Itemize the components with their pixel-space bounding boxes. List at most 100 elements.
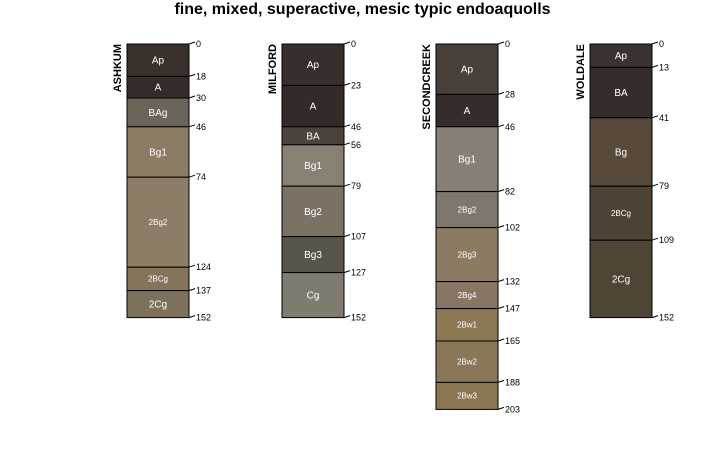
profile-name: SECONDCREEK (421, 44, 433, 130)
horizon-bg3 (281, 236, 345, 274)
horizon-label: Bg3 (304, 250, 322, 261)
depth-tick (188, 264, 196, 268)
depth-tick (497, 225, 505, 229)
horizon-label: BAg (149, 108, 168, 119)
depth-tick (343, 82, 351, 86)
depth-tick (497, 279, 505, 283)
depth-tick (497, 306, 505, 310)
horizon-label: Bg1 (458, 155, 476, 166)
horizon-label: Ap (307, 60, 320, 71)
depth-tick (497, 338, 505, 342)
horizon-label: BA (614, 88, 628, 99)
horizon-a (435, 93, 499, 128)
depth-tick (651, 64, 659, 68)
depth-label: 28 (505, 89, 515, 99)
depth-label: 0 (196, 39, 201, 49)
depth-tick (343, 315, 351, 319)
depth-tick (188, 73, 196, 77)
horizon-label: A (155, 83, 162, 94)
horizon-2bg3 (435, 227, 499, 283)
soil-profile-ashkum: Ap A BAg Bg1 2Bg2 2BCg 2Cg 0 18 30 46 74 124 137 152 AS… (112, 39, 211, 323)
depth-tick (188, 174, 196, 178)
horizon-2bw3 (435, 381, 499, 410)
horizon-bg1 (435, 126, 499, 193)
horizon-bg (589, 117, 653, 187)
horizon-label: 2Bw3 (457, 392, 478, 401)
depth-tick (343, 234, 351, 238)
depth-tick (497, 379, 505, 383)
depth-tick (651, 237, 659, 241)
horizon-label: 2Bw1 (457, 321, 478, 330)
horizon-2bcg (589, 185, 653, 241)
horizon-label: BA (306, 131, 320, 142)
depth-tick (343, 142, 351, 146)
depth-label: 46 (351, 122, 361, 132)
horizon-label: Cg (307, 291, 320, 302)
soil-profile-secondcreek: Ap A Bg1 2Bg2 2Bg3 2Bg4 2Bw1 2Bw2 2Bw3 0 28 46 82 102… (421, 39, 520, 414)
horizon-2bw1 (435, 308, 499, 342)
depth-label: 152 (351, 313, 366, 323)
horizon-label: A (310, 102, 317, 113)
horizon-label: Bg2 (304, 207, 322, 218)
depth-tick (497, 41, 505, 45)
profile-name: MILFORD (267, 44, 279, 94)
depth-tick (651, 115, 659, 119)
depth-tick (497, 91, 505, 95)
horizon-label: Ap (615, 51, 628, 62)
depth-tick (343, 183, 351, 187)
depth-label: 30 (196, 93, 206, 103)
horizon-label: 2Cg (612, 274, 630, 285)
depth-label: 127 (351, 268, 366, 278)
horizon-label: Ap (152, 56, 165, 67)
depth-label: 18 (196, 71, 206, 81)
figure-title: fine, mixed, superactive, mesic typic en… (174, 1, 551, 18)
depth-tick (188, 41, 196, 45)
depth-label: 74 (196, 172, 206, 182)
depth-label: 79 (659, 181, 669, 191)
depth-label: 152 (659, 313, 674, 323)
depth-label: 46 (505, 122, 515, 132)
depth-label: 147 (505, 304, 520, 314)
profile-name: WOLDALE (575, 44, 587, 100)
horizon-2bg2 (435, 191, 499, 229)
depth-label: 56 (351, 140, 361, 150)
depth-label: 152 (196, 313, 211, 323)
depth-tick (497, 406, 505, 410)
horizon-label: 2Cg (149, 300, 167, 311)
depth-tick (651, 41, 659, 45)
horizon-2cg (126, 290, 190, 319)
soil-profile-milford: Ap A BA Bg1 Bg2 Bg3 Cg 0 23 46 56 79 107 127 152 MILFOR… (267, 39, 366, 323)
depth-label: 0 (505, 39, 510, 49)
depth-tick (188, 124, 196, 128)
depth-label: 137 (196, 286, 211, 296)
depth-label: 203 (505, 404, 520, 414)
horizon-label: 2Bg2 (458, 205, 477, 214)
depth-label: 107 (351, 232, 366, 242)
depth-label: 188 (505, 377, 520, 387)
horizon-label: Ap (461, 65, 474, 76)
depth-tick (497, 124, 505, 128)
horizon-cg (281, 272, 345, 319)
horizon-bg2 (281, 185, 345, 238)
depth-tick (343, 270, 351, 274)
horizon-ap (435, 43, 499, 95)
horizon-label: 2BCg (611, 209, 631, 218)
depth-label: 46 (196, 122, 206, 132)
depth-tick (188, 315, 196, 319)
depth-label: 13 (659, 62, 669, 72)
horizon-2bw2 (435, 340, 499, 383)
depth-label: 0 (351, 39, 356, 49)
depth-tick (343, 41, 351, 45)
depth-tick (651, 315, 659, 319)
horizon-2cg (589, 239, 653, 319)
horizon-label: 2Bg3 (458, 250, 477, 259)
soil-profile-woldale: Ap BA Bg 2BCg 2Cg 0 13 41 79 109 152 WOLDALE (575, 39, 674, 323)
horizon-ap (126, 43, 190, 77)
horizon-label: 2BCg (148, 275, 168, 284)
depth-label: 124 (196, 262, 211, 272)
horizon-label: 2Bg4 (458, 291, 477, 300)
horizon-label: Bg1 (304, 161, 322, 172)
depth-label: 132 (505, 277, 520, 287)
horizon-label: Bg1 (149, 148, 167, 159)
